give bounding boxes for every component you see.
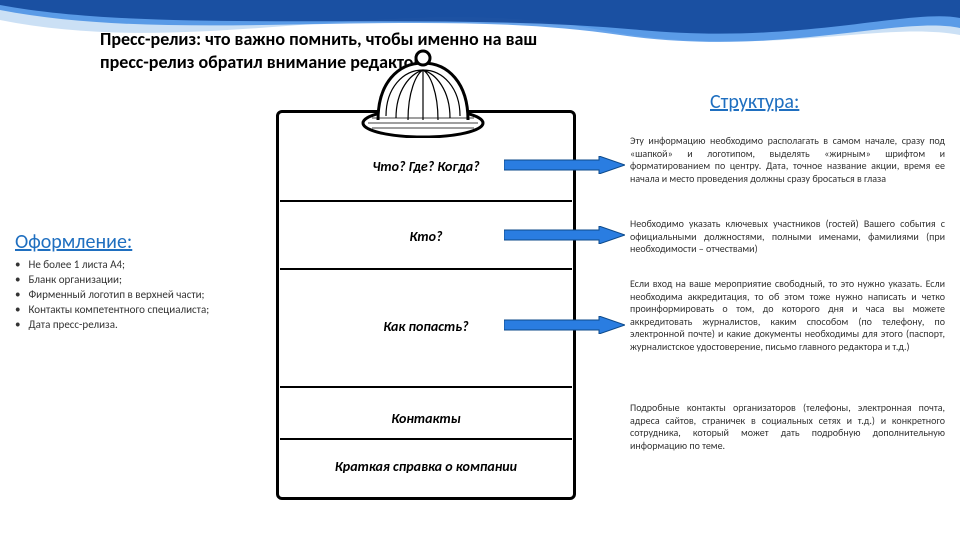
section-contacts: Контакты [282, 410, 570, 427]
list-item: Контакты компетентного специалиста; [15, 303, 209, 316]
list-item: Дата пресс-релиза. [15, 318, 209, 331]
description-contacts: Подробные контакты организаторов (телефо… [630, 402, 945, 452]
slide-title: Пресс-релиз: что важно помнить, чтобы им… [100, 28, 580, 73]
list-item: Не более 1 листа А4; [15, 258, 209, 271]
description-what-where-when: Эту информацию необходимо располагать в … [630, 135, 945, 185]
arrow-icon [504, 226, 625, 244]
description-how-to-get: Если вход на ваше мероприятие свободный,… [630, 278, 945, 353]
list-item: Бланк организации; [15, 273, 209, 286]
section-divider [280, 386, 572, 388]
section-company-brief: Краткая справка о компании [282, 458, 570, 475]
hat-icon [358, 48, 488, 138]
arrow-icon [504, 316, 625, 334]
section-divider [280, 268, 572, 270]
list-item: Фирменный логотип в верхней части; [15, 288, 209, 301]
structure-heading: Структура: [710, 90, 799, 114]
design-bullet-list: Не более 1 листа А4; Бланк организации; … [15, 258, 209, 333]
design-heading: Оформление: [15, 230, 132, 254]
section-divider [280, 200, 572, 202]
description-who: Необходимо указать ключевых участников (… [630, 218, 945, 256]
section-divider [280, 438, 572, 440]
arrow-icon [504, 156, 625, 174]
